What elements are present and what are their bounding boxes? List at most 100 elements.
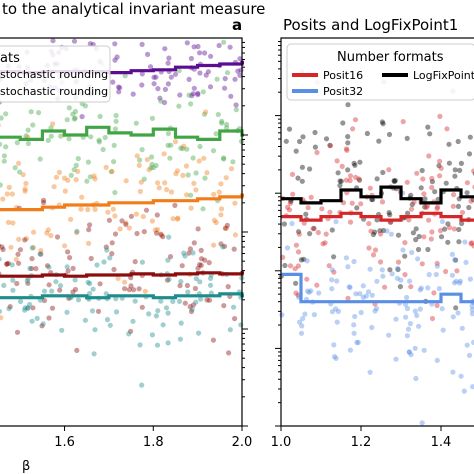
panel-b-point-posit32 <box>305 288 311 294</box>
panel-a-point-series-4 <box>14 329 21 335</box>
panel-b-point-logfixpoint <box>459 220 465 227</box>
panel-a-legend: ats stochastic rounding stochastic round… <box>0 45 111 103</box>
panel-a-point-series-5 <box>139 382 145 388</box>
panel-b-point-posit32 <box>404 333 410 339</box>
panel-a-point-series-3 <box>13 256 19 263</box>
panel-b-point-posit32 <box>353 291 359 297</box>
panel-a-point-series-3 <box>152 227 158 233</box>
panel-b-x-tick-label: 1.4 <box>431 435 452 450</box>
panel-a-point-series-5 <box>85 279 91 285</box>
panel-a-point-series-3 <box>216 189 222 195</box>
panel-a-point-series-3 <box>92 206 98 212</box>
panel-a-point-series-5 <box>9 262 15 268</box>
panel-b-point-posit32 <box>372 308 378 314</box>
panel-a-point-series-5 <box>170 298 176 304</box>
panel-b-point-posit16 <box>319 206 325 212</box>
panel-b-point-posit32 <box>351 330 357 336</box>
panel-b-point-posit16 <box>320 241 326 247</box>
panel-b-point-posit16 <box>429 229 435 235</box>
panel-b-point-posit16 <box>421 191 427 197</box>
panel-a-point-series-5 <box>27 301 33 308</box>
panel-a-ticks: 1.6 1.8 2.0 <box>54 41 252 450</box>
panel-b-point-posit16 <box>310 226 316 232</box>
panel-b-point-logfixpoint <box>356 177 363 183</box>
panel-a-line-series-3 <box>0 193 244 212</box>
panel-a-point-series-3 <box>218 181 224 187</box>
panel-a-point-series-3 <box>196 158 202 164</box>
panel-a-point-series-1 <box>188 55 194 62</box>
panel-b-point-posit16 <box>424 203 430 209</box>
panel-b-point-posit32 <box>409 249 415 256</box>
panel-a-point-series-2 <box>28 109 34 115</box>
panel-a-point-series-5 <box>196 330 202 336</box>
panel-b-point-posit32 <box>329 309 335 315</box>
panel-a-point-series-4 <box>103 244 109 250</box>
panel-a-point-series-2 <box>111 159 117 165</box>
panel-a-point-series-4 <box>182 300 188 306</box>
panel-a-point-series-4 <box>172 202 178 208</box>
panel-a-point-series-3 <box>184 192 190 198</box>
panel-a-point-series-2 <box>230 159 236 165</box>
panel-a-point-series-2 <box>25 127 31 133</box>
panel-b-point-posit32 <box>413 375 419 382</box>
panel-b-point-posit16 <box>372 247 379 253</box>
panel-b-point-posit32 <box>380 273 386 279</box>
panel-a-point-series-3 <box>164 187 170 193</box>
panel-a-point-series-1 <box>139 71 145 77</box>
panel-a-point-series-2 <box>66 105 72 111</box>
panel-b-point-posit16 <box>290 191 296 197</box>
panel-a-point-series-4 <box>198 247 204 253</box>
panel-b-point-posit32 <box>414 312 420 319</box>
panel-a-point-series-4 <box>134 230 140 237</box>
panel-b-point-posit32 <box>434 357 440 363</box>
panel-a-point-series-3 <box>161 151 167 157</box>
panel-a-point-series-1 <box>162 86 168 92</box>
panel-a-point-series-1 <box>50 38 56 44</box>
panel-b-point-posit32 <box>426 272 432 278</box>
panel-a-point-series-3 <box>50 121 56 127</box>
panel-a-point-series-4 <box>46 315 52 321</box>
panel-a-point-series-1 <box>228 93 234 99</box>
panel-b-point-posit32 <box>452 257 458 263</box>
panel-a-point-series-2 <box>165 142 171 148</box>
panel-a-point-series-5 <box>160 322 166 328</box>
panel-a-point-series-3 <box>20 172 26 178</box>
panel-a-point-series-5 <box>189 306 195 312</box>
panel-a-point-series-1 <box>157 95 163 101</box>
panel-b-point-posit32 <box>459 325 465 331</box>
panel-b-point-logfixpoint <box>419 167 425 174</box>
panel-a-point-series-5 <box>207 282 214 288</box>
panel-a-point-series-4 <box>40 197 47 203</box>
panel-b-point-logfixpoint <box>453 305 459 311</box>
panel-a-point-series-1 <box>145 51 151 58</box>
panel-b-point-logfixpoint <box>329 227 335 233</box>
panel-b-point-posit32 <box>412 345 418 351</box>
panel-b-point-posit32 <box>451 280 458 286</box>
panel-b-point-logfixpoint <box>425 124 431 130</box>
panel-a-point-series-3 <box>142 288 148 294</box>
panel-a-point-series-4 <box>46 282 52 288</box>
panel-b-point-posit16 <box>379 199 386 205</box>
panel-b-point-posit32 <box>351 322 357 328</box>
panel-b-point-posit32 <box>439 306 445 312</box>
panel-a-point-series-4 <box>226 350 232 356</box>
panel-a-line-series-2 <box>0 125 244 141</box>
panel-a-point-series-4 <box>111 266 117 273</box>
panel-b-point-logfixpoint <box>456 226 462 233</box>
panel-a-point-series-4 <box>141 229 147 235</box>
panel-b-point-posit32 <box>466 352 473 358</box>
panel-a-point-series-4 <box>132 259 138 265</box>
panel-a-point-series-5 <box>24 278 30 284</box>
panel-b-point-posit32 <box>335 308 341 314</box>
panel-a-point-series-3 <box>110 206 116 212</box>
panel-b-point-logfixpoint <box>296 229 302 235</box>
panel-a-point-series-1 <box>203 72 209 78</box>
panel-b-point-posit32 <box>299 323 305 329</box>
panel-a-point-series-1 <box>116 89 122 95</box>
panel-b-point-logfixpoint <box>323 136 330 142</box>
panel-a-point-series-3 <box>136 162 142 168</box>
panel-b-point-logfixpoint <box>387 212 393 218</box>
panel-b-point-logfixpoint <box>456 239 462 245</box>
panel-b-point-logfixpoint <box>402 253 408 259</box>
x-axis-label: β <box>22 459 30 474</box>
